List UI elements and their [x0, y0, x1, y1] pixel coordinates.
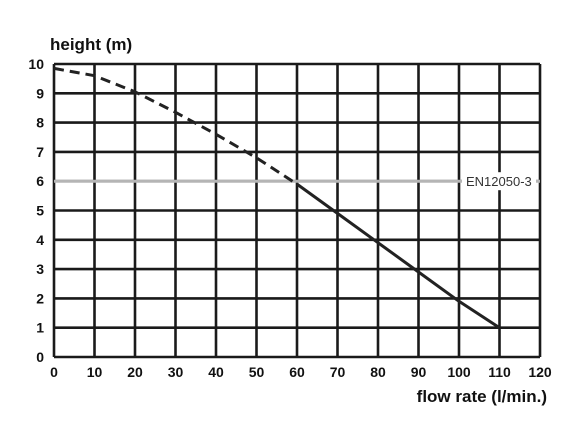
x-tick-label: 80: [370, 364, 386, 380]
x-tick-label: 20: [127, 364, 143, 380]
x-tick-label: 30: [168, 364, 184, 380]
series-line-solid: [296, 182, 501, 329]
x-tick-label: 50: [249, 364, 265, 380]
reference-label-background: [462, 172, 536, 191]
y-tick-label: 2: [36, 290, 44, 306]
x-tick-label: 40: [208, 364, 224, 380]
y-tick-label: 10: [28, 56, 44, 72]
y-axis-title: height (m): [50, 35, 132, 54]
series-line-dashed: [53, 66, 298, 186]
x-axis-title: flow rate (l/min.): [417, 387, 547, 406]
x-tick-label: 10: [87, 364, 103, 380]
reference-lines: EN12050-3: [54, 172, 540, 191]
y-tick-label: 8: [36, 115, 44, 131]
x-tick-label: 100: [447, 364, 471, 380]
y-tick-label: 1: [36, 320, 44, 336]
x-tick-label: 90: [411, 364, 427, 380]
x-tick-label: 120: [528, 364, 552, 380]
x-tick-label: 60: [289, 364, 305, 380]
series-lines: [53, 66, 501, 329]
tick-labels: 0 10 20 30 40 50 60 70 80 90 100 110 120 0 1 2 3 4 5 6 7 8 9 10: [28, 56, 551, 380]
reference-line-label: EN12050-3: [466, 174, 532, 189]
x-tick-label: 110: [488, 364, 511, 380]
y-tick-label: 7: [36, 144, 44, 160]
y-tick-label: 0: [36, 349, 44, 365]
y-tick-label: 6: [36, 173, 44, 189]
y-tick-label: 9: [36, 85, 44, 101]
y-tick-label: 4: [36, 232, 44, 248]
x-tick-label: 0: [50, 364, 58, 380]
grid: [52, 62, 542, 359]
y-tick-label: 3: [36, 261, 44, 277]
x-tick-label: 70: [330, 364, 346, 380]
y-tick-label: 5: [36, 203, 44, 219]
